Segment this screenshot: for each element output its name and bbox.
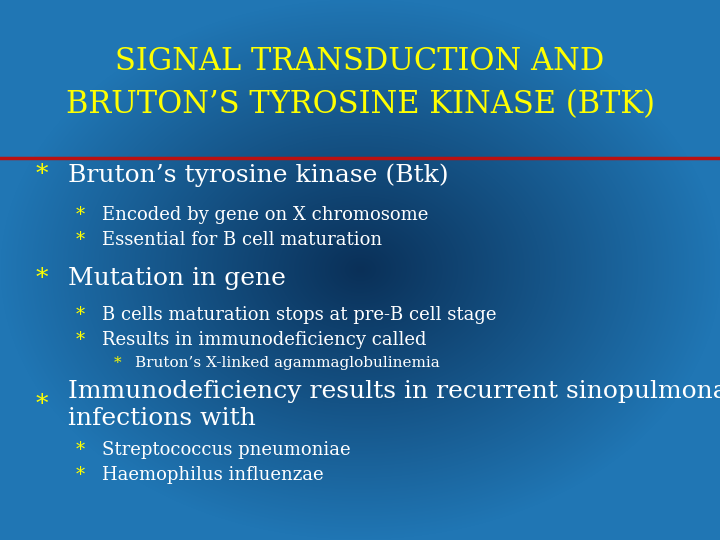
Text: Haemophilus influenzae: Haemophilus influenzae (102, 466, 323, 484)
Text: *: * (36, 164, 48, 186)
Text: *: * (76, 466, 84, 484)
Text: *: * (76, 331, 84, 349)
Text: Immunodeficiency results in recurrent sinopulmonary
infections with: Immunodeficiency results in recurrent si… (68, 380, 720, 430)
Text: Mutation in gene: Mutation in gene (68, 267, 286, 289)
Text: Bruton’s X-linked agammaglobulinemia: Bruton’s X-linked agammaglobulinemia (135, 356, 440, 370)
Text: Essential for B cell maturation: Essential for B cell maturation (102, 231, 382, 249)
Text: *: * (114, 356, 122, 370)
Text: Bruton’s tyrosine kinase (Btk): Bruton’s tyrosine kinase (Btk) (68, 163, 449, 187)
Text: SIGNAL TRANSDUCTION AND: SIGNAL TRANSDUCTION AND (115, 46, 605, 78)
Text: Streptococcus pneumoniae: Streptococcus pneumoniae (102, 441, 351, 459)
Text: B cells maturation stops at pre-B cell stage: B cells maturation stops at pre-B cell s… (102, 306, 497, 324)
Text: *: * (76, 441, 84, 459)
Text: Results in immunodeficiency called: Results in immunodeficiency called (102, 331, 426, 349)
Text: *: * (76, 306, 84, 324)
Text: BRUTON’S TYROSINE KINASE (BTK): BRUTON’S TYROSINE KINASE (BTK) (66, 90, 654, 120)
Text: *: * (36, 267, 48, 289)
Text: *: * (36, 394, 48, 416)
Text: *: * (76, 231, 84, 249)
Text: *: * (76, 206, 84, 224)
Text: Encoded by gene on X chromosome: Encoded by gene on X chromosome (102, 206, 428, 224)
